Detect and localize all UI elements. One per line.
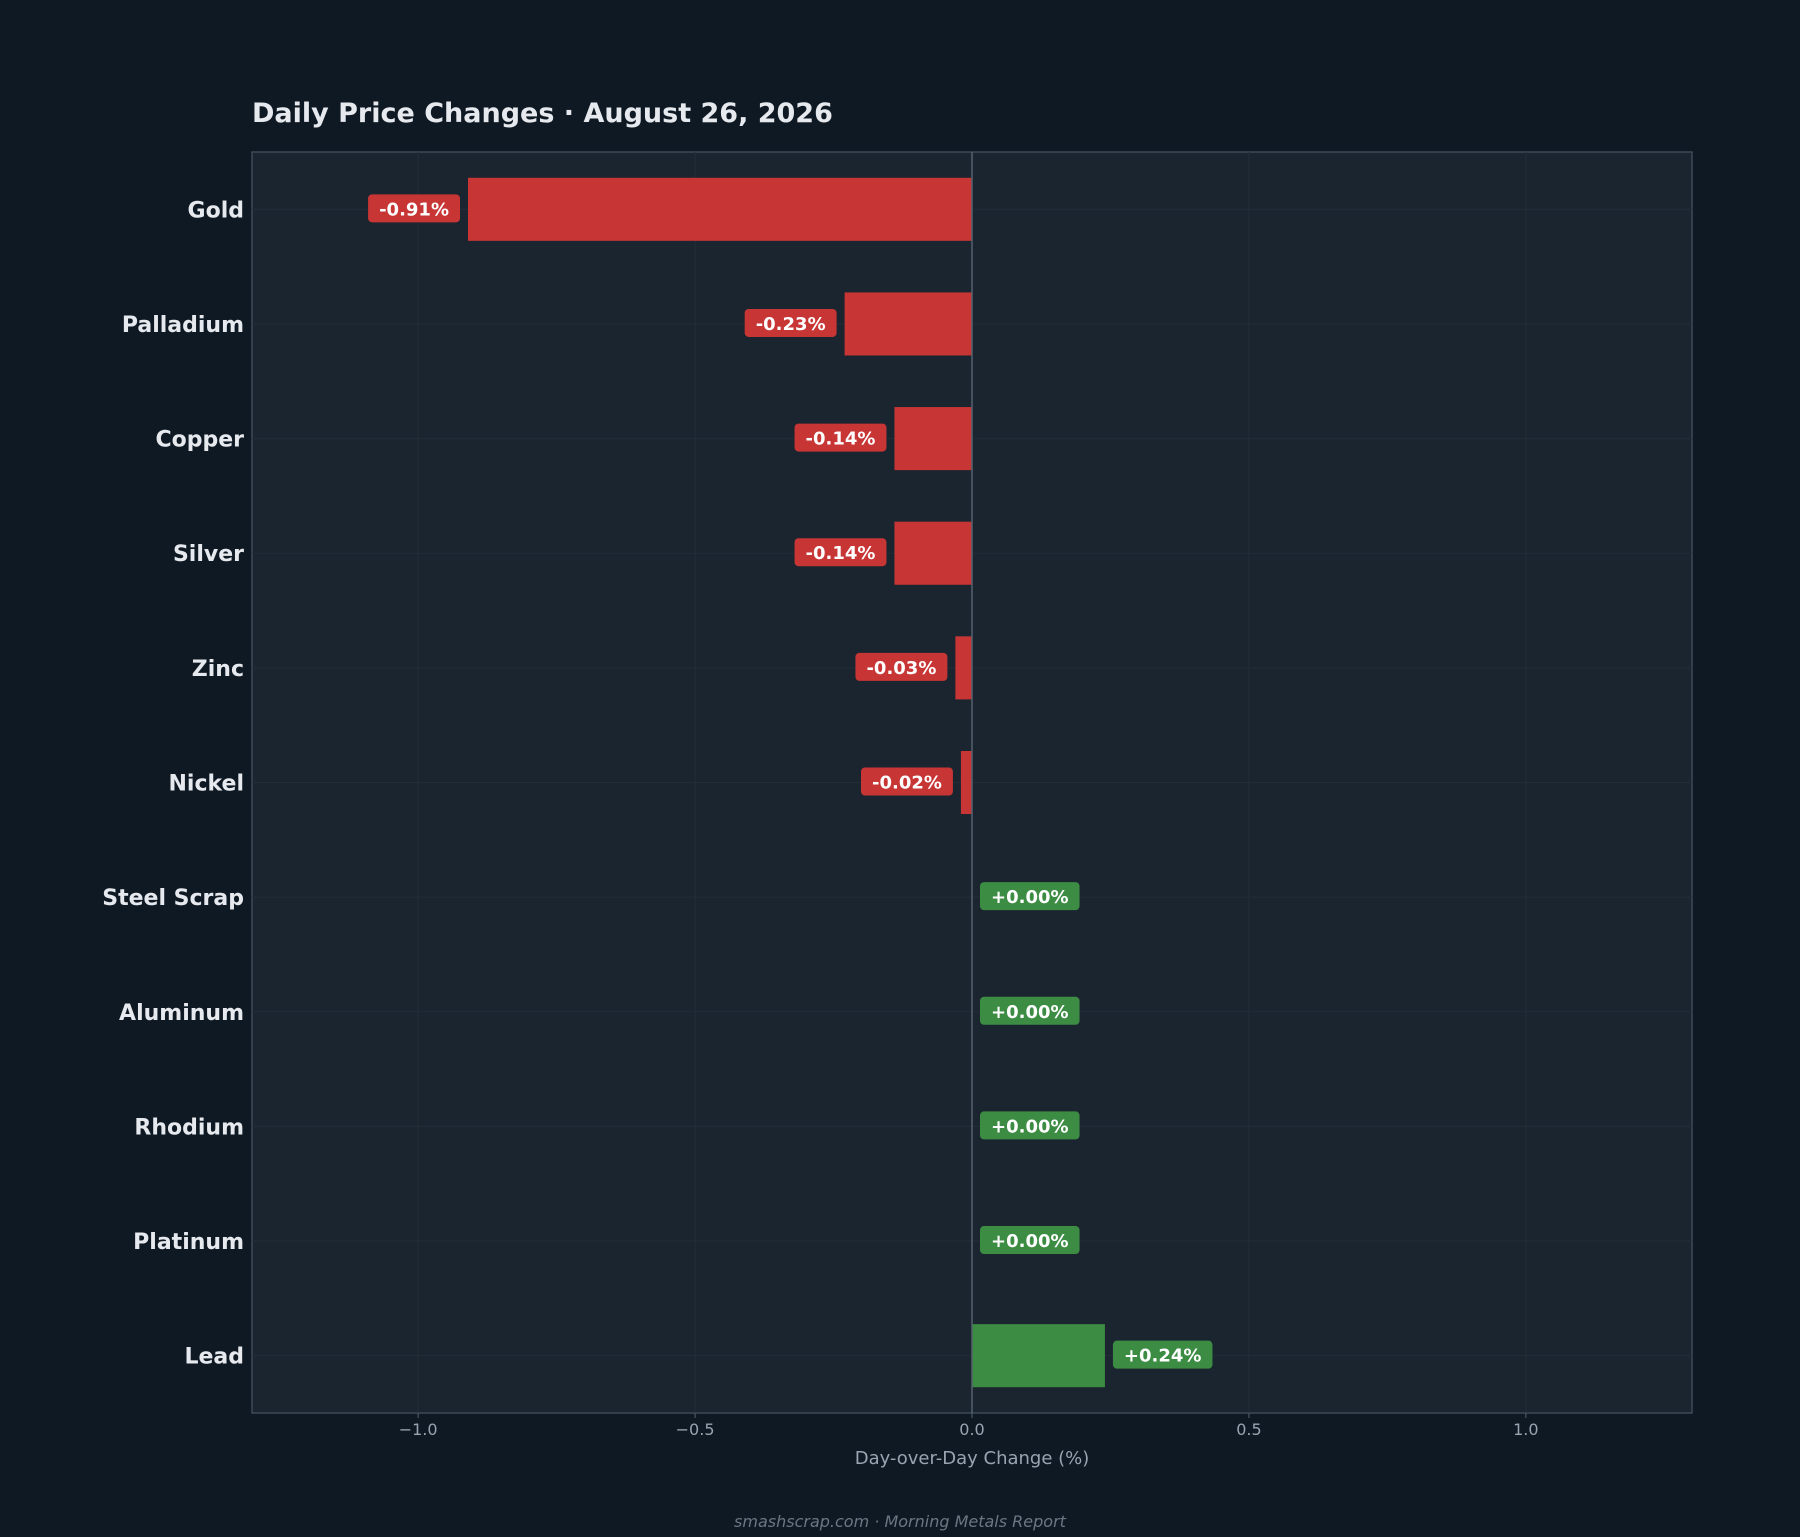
value-label-badge: -0.14% [794, 538, 887, 567]
category-label: Aluminum [119, 1001, 244, 1026]
category-label: Copper [155, 428, 244, 453]
category-label: Palladium [122, 313, 244, 338]
value-label: +0.00% [991, 1002, 1069, 1023]
bar [844, 292, 972, 356]
category-label: Steel Scrap [102, 886, 244, 911]
value-badge-bg [368, 194, 460, 223]
category-label: Gold [188, 198, 244, 223]
value-label-badge: -0.14% [794, 423, 887, 452]
value-label: -0.91% [379, 199, 449, 220]
category-labels: Gold Palladium Copper Silver Zinc Nickel Steel… [102, 198, 244, 1369]
value-badge-bg [855, 652, 948, 681]
category-label: Silver [173, 542, 244, 567]
bar [468, 177, 972, 241]
bars [468, 177, 1105, 1388]
value-badge-bg [980, 996, 1080, 1025]
value-badge-bg [980, 1111, 1080, 1140]
value-badge-bg [744, 308, 837, 337]
bar [894, 521, 972, 585]
x-tick-label: 0.0 [959, 1420, 984, 1439]
value-badge-bg [861, 767, 953, 796]
data-labels: -0.91% -0.23% -0.14% -0.14% -0.03% -0.02% +0.0… [368, 194, 1213, 1369]
x-axis-label: Day-over-Day Change (%) [855, 1448, 1090, 1469]
value-label: +0.00% [991, 1116, 1069, 1137]
bar [960, 750, 972, 815]
value-label: +0.00% [991, 1231, 1069, 1252]
value-badge-bg [980, 1226, 1080, 1255]
x-tick-label: −0.5 [676, 1420, 715, 1439]
value-label: -0.23% [756, 314, 826, 335]
value-label-badge: +0.00% [980, 1111, 1080, 1140]
category-label: Lead [184, 1345, 244, 1370]
value-label: +0.00% [991, 887, 1069, 908]
category-label: Platinum [133, 1230, 244, 1255]
chart-title: Daily Price Changes · August 26, 2026 [252, 98, 833, 129]
value-label: -0.02% [872, 773, 942, 794]
value-label-badge: +0.00% [980, 996, 1080, 1025]
bar [972, 1324, 1105, 1388]
value-label: -0.03% [866, 658, 936, 679]
value-label-badge: +0.24% [1112, 1340, 1213, 1369]
value-badge-bg [980, 882, 1080, 911]
value-label-badge: +0.00% [980, 882, 1080, 911]
category-label: Rhodium [134, 1115, 244, 1140]
value-label-badge: +0.00% [980, 1226, 1080, 1255]
value-badge-bg [794, 423, 887, 452]
value-label-badge: -0.23% [744, 308, 837, 337]
bar [894, 407, 972, 471]
x-tick-label: −1.0 [399, 1420, 438, 1439]
value-label-badge: -0.03% [855, 652, 948, 681]
value-label: -0.14% [806, 543, 876, 564]
value-label: +0.24% [1124, 1346, 1202, 1367]
value-badge-bg [794, 538, 887, 567]
x-tick-labels: −1.0 −0.5 0.0 0.5 1.0 [399, 1413, 1539, 1439]
value-label: -0.14% [806, 429, 876, 450]
category-label: Nickel [169, 772, 245, 797]
x-tick-label: 0.5 [1236, 1420, 1261, 1439]
footer-credit: smashscrap.com · Morning Metals Report [734, 1512, 1067, 1531]
category-label: Zinc [192, 657, 244, 682]
value-badge-bg [1112, 1340, 1213, 1369]
bar [955, 636, 972, 700]
value-label-badge: -0.02% [861, 767, 953, 796]
x-tick-label: 1.0 [1513, 1420, 1538, 1439]
value-label-badge: -0.91% [368, 194, 460, 223]
